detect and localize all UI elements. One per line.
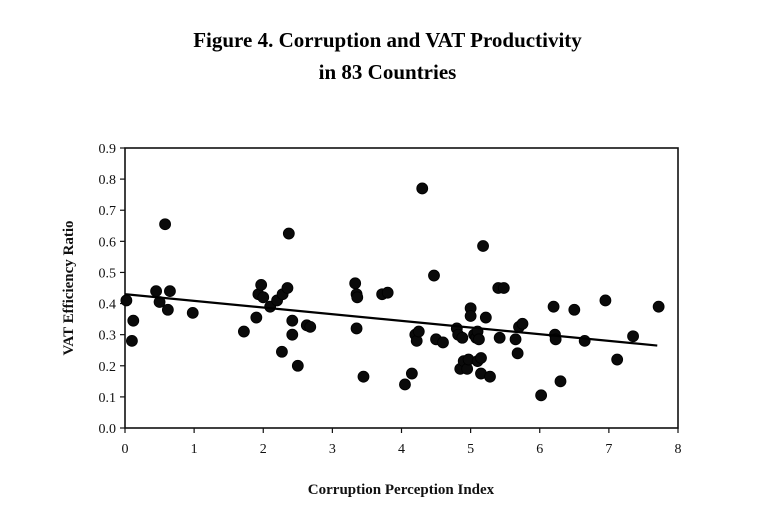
chart-subtitle: in 83 Countries [318,60,457,84]
data-point [547,300,560,313]
data-point [652,300,665,313]
trendline-group [124,293,658,347]
data-point [627,330,639,343]
data-point [477,240,489,252]
data-point [493,331,506,344]
trendline [124,293,658,347]
data-point [516,317,529,330]
data-point [349,277,362,290]
data-point [286,314,299,327]
data-point [257,291,270,304]
y-tick-label: 0.6 [99,235,117,250]
data-point [276,345,288,358]
y-tick-label: 0.8 [99,173,117,188]
data-point [511,347,524,360]
data-point [127,314,140,327]
data-points [120,182,665,402]
x-axis-title: Corruption Perception Index [308,482,495,498]
data-point [350,322,363,335]
data-point [250,311,263,324]
data-point [399,378,411,391]
x-tick-label: 5 [467,442,474,457]
x-tick-label: 6 [536,442,543,457]
x-tick-label: 4 [398,442,405,457]
data-point [479,311,492,324]
data-point [473,333,485,346]
data-point [351,291,364,304]
y-tick-label: 0.4 [99,298,117,313]
x-tick-label: 1 [191,442,198,457]
y-tick-label: 0.9 [99,142,117,157]
data-point [186,306,199,319]
data-point [120,294,133,307]
data-point [412,325,425,338]
y-tick-label: 0.5 [99,266,117,281]
data-point [150,285,163,298]
data-point [161,303,174,316]
x-tick-label: 8 [675,442,682,457]
x-tick-label: 0 [122,442,129,457]
y-tick-label: 0.1 [99,391,117,406]
y-axis-title: VAT Efficiency Ratio [61,221,77,356]
data-point [428,269,440,282]
data-point [405,367,418,380]
data-point [599,294,612,307]
data-point [578,334,591,347]
data-point [535,389,548,402]
data-point [286,328,299,341]
data-point [456,331,469,344]
y-tick-label: 0.3 [99,329,117,344]
data-point [437,336,449,349]
data-point [291,359,304,372]
chart-title: Figure 4. Corruption and VAT Productivit… [193,28,582,52]
data-point [126,334,138,347]
data-point [475,352,487,364]
data-point [497,282,510,294]
x-tick-label: 3 [329,442,336,457]
data-point [416,182,429,195]
x-tick-label: 2 [260,442,267,457]
y-tick-label: 0.2 [99,360,117,375]
data-point [255,278,268,291]
data-point [281,282,294,294]
data-point [381,286,394,299]
data-point [568,303,581,316]
data-point [554,375,567,388]
data-point [282,227,295,240]
data-point [611,353,624,366]
data-point [304,320,317,333]
data-point [509,333,522,346]
x-tick-label: 7 [605,442,612,457]
y-tick-label: 0.0 [99,422,117,437]
data-point [159,218,171,231]
data-point [357,370,370,383]
data-point [464,310,477,322]
axes: 0.0 0.1 0.2 0.3 0.4 0.5 0.6 0.7 0.8 0.9 0 1 2 3 4 5 6 7 8 [99,142,682,457]
data-point [164,285,176,298]
data-point [484,370,496,383]
y-tick-label: 0.7 [99,204,117,219]
data-point [237,325,250,338]
